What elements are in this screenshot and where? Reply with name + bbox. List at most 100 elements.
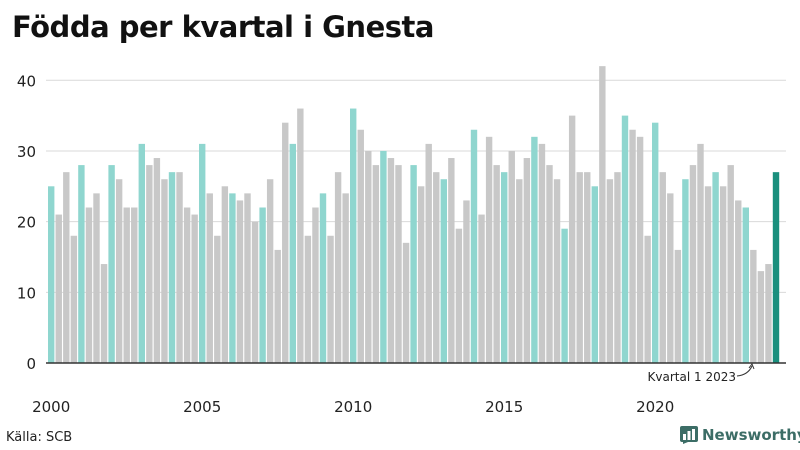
bar	[206, 193, 213, 363]
bar	[357, 129, 364, 363]
bar	[93, 193, 100, 363]
bar	[538, 143, 546, 363]
bar	[614, 172, 621, 363]
y-tick-label: 40	[17, 72, 36, 90]
chart-title: Födda per kvartal i Gnesta	[12, 10, 434, 44]
bar	[123, 207, 130, 363]
bar	[402, 242, 410, 363]
bar	[274, 249, 281, 363]
bar	[70, 235, 78, 363]
bar	[644, 235, 651, 363]
bar	[251, 221, 259, 363]
bar	[259, 207, 266, 363]
bar	[100, 264, 108, 363]
bar	[138, 143, 145, 363]
bar	[757, 271, 765, 363]
bar	[742, 207, 749, 363]
bar	[523, 158, 531, 363]
bar	[115, 179, 123, 363]
y-tick-label: 10	[17, 284, 36, 302]
bar	[387, 158, 395, 363]
bar	[183, 207, 191, 363]
y-tick-label: 0	[26, 355, 36, 373]
bar	[48, 186, 55, 363]
bar	[667, 193, 674, 363]
bar	[342, 193, 349, 363]
x-tick-label: 2015	[485, 398, 523, 416]
bar	[455, 228, 463, 363]
bar	[735, 200, 742, 363]
bar	[153, 158, 161, 363]
bar	[304, 235, 312, 363]
annotation-arrow	[736, 365, 753, 377]
bar	[221, 186, 229, 363]
bar	[297, 108, 304, 363]
bar	[599, 66, 606, 364]
bar	[531, 136, 538, 363]
bar	[395, 165, 402, 363]
bar	[750, 249, 757, 363]
bar	[417, 186, 425, 363]
bar	[576, 172, 583, 363]
bar	[516, 179, 523, 363]
y-tick-label: 30	[17, 143, 36, 161]
bar	[440, 179, 447, 363]
bar	[380, 150, 387, 363]
bar	[568, 115, 576, 363]
bar	[433, 172, 440, 363]
x-tick-label: 2005	[183, 398, 221, 416]
bar	[493, 165, 500, 363]
bar	[334, 172, 342, 363]
x-tick-label: 2000	[32, 398, 70, 416]
bar	[168, 172, 176, 363]
bar	[470, 129, 478, 363]
bar	[719, 186, 727, 363]
bar	[478, 214, 485, 363]
bar	[55, 214, 62, 363]
bar	[289, 143, 296, 363]
bar	[674, 249, 682, 363]
bar	[199, 143, 206, 363]
bar	[659, 172, 666, 363]
bar	[485, 136, 493, 363]
bar	[689, 165, 697, 363]
bar	[319, 193, 327, 363]
bar	[372, 165, 380, 363]
bar	[772, 172, 780, 363]
bar	[161, 179, 168, 363]
bar	[425, 143, 432, 363]
bar	[63, 172, 70, 363]
y-tick-label: 20	[17, 214, 36, 232]
bar	[410, 165, 417, 363]
bar	[697, 143, 704, 363]
bar	[629, 129, 636, 363]
bar	[327, 235, 334, 363]
bar	[146, 165, 153, 363]
source-label: Källa: SCB	[6, 430, 73, 445]
bar	[508, 150, 515, 363]
bar	[704, 186, 712, 363]
bar	[591, 186, 598, 363]
bar	[85, 207, 93, 363]
bar	[553, 179, 561, 363]
bar	[312, 207, 319, 363]
bar	[561, 228, 568, 363]
newsworthy-logo-icon	[680, 426, 698, 444]
bar	[229, 193, 236, 363]
brand-logo: Newsworthy	[680, 426, 800, 444]
bar	[546, 165, 553, 363]
bar	[652, 122, 659, 363]
x-tick-label: 2020	[636, 398, 674, 416]
bar	[365, 150, 372, 363]
bar	[191, 214, 198, 363]
annotation-label: Kvartal 1 2023	[648, 370, 736, 384]
bar	[682, 179, 689, 363]
x-tick-label: 2010	[334, 398, 372, 416]
bar	[712, 172, 719, 363]
brand-name: Newsworthy	[702, 426, 800, 444]
bar	[176, 172, 183, 363]
bar	[131, 207, 138, 363]
bar	[765, 264, 772, 363]
bar	[501, 172, 508, 363]
